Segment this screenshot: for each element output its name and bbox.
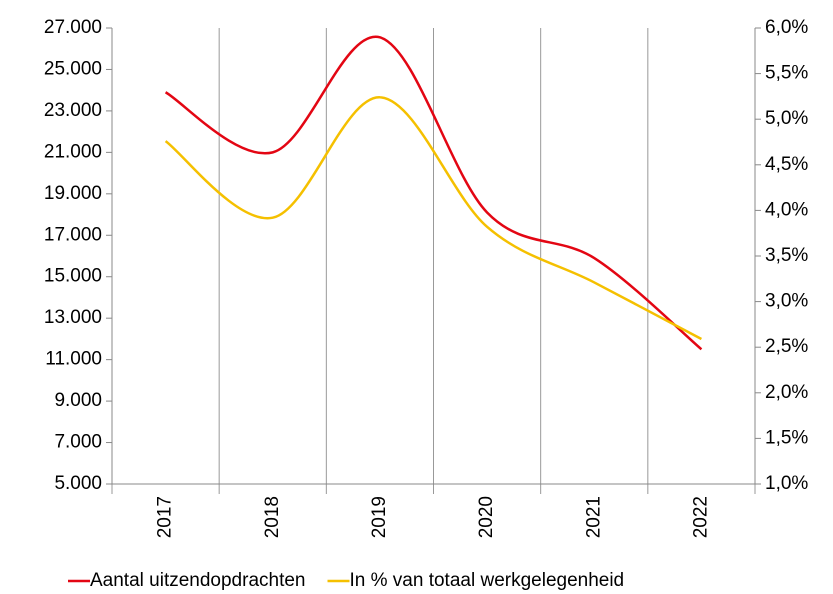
y-tick-label: 11.000 [45, 349, 102, 370]
y-tick-label: 21.000 [44, 141, 102, 162]
y2-tick-label: 1,0% [765, 473, 808, 494]
y2-tick-label: 3,5% [765, 245, 808, 266]
x-tick-label: 2017 [155, 496, 176, 538]
y-tick-label: 7.000 [54, 432, 102, 453]
y-tick-label: 15.000 [44, 266, 102, 287]
y-tick-label: 19.000 [44, 183, 102, 204]
y-tick-label: 9.000 [54, 390, 102, 411]
y2-tick-label: 6,0% [765, 17, 808, 38]
y2-tick-label: 4,0% [765, 199, 808, 220]
series-line [164, 35, 703, 351]
y-tick-label: 23.000 [44, 100, 102, 121]
y2-tick-label: 2,5% [765, 336, 808, 357]
y2-tick-label: 5,5% [765, 63, 808, 84]
y2-tick-label: 1,5% [765, 427, 808, 448]
x-tick-label: 2019 [369, 496, 390, 538]
y-tick-label: 13.000 [44, 307, 102, 328]
y2-tick-label: 4,5% [765, 154, 808, 175]
y-tick-label: 17.000 [44, 224, 102, 245]
y-tick-label: 25.000 [44, 58, 102, 79]
y-tick-label: 5.000 [54, 473, 102, 494]
x-tick-label: 2021 [583, 496, 604, 538]
y2-tick-label: 2,0% [765, 382, 808, 403]
x-tick-label: 2018 [262, 496, 283, 538]
y2-tick-label: 5,0% [765, 108, 808, 129]
legend-label: In % van totaal werkgelegenheid [350, 570, 625, 591]
y2-tick-label: 3,0% [765, 291, 808, 312]
x-tick-label: 2022 [690, 496, 711, 538]
legend-label: Aantal uitzendopdrachten [90, 570, 306, 591]
x-tick-label: 2020 [476, 496, 497, 538]
series-line [164, 96, 703, 341]
y-tick-label: 27.000 [44, 17, 102, 38]
